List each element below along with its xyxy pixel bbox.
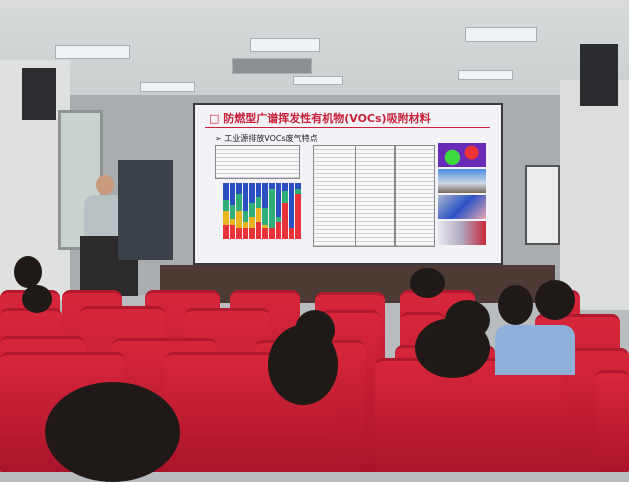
slide-table: [355, 145, 395, 247]
bar-segment: [269, 227, 275, 239]
audience-head: [410, 268, 445, 298]
bar-segment: [229, 219, 236, 225]
slide-table: [215, 145, 300, 179]
bar-segment: [282, 202, 288, 240]
bar-segment: [223, 225, 229, 239]
bar-segment: [262, 225, 269, 228]
bar-segment: [249, 183, 255, 203]
slide-photo: [438, 169, 486, 193]
cabinet: [118, 160, 173, 260]
bar-segment: [249, 227, 255, 239]
title-divider: [205, 127, 490, 128]
ceiling-light: [465, 27, 537, 42]
bar-segment: [275, 222, 282, 239]
audience-head: [268, 325, 338, 405]
slide-subtitle: ➢ 工业源排放VOCs废气特点: [215, 134, 318, 143]
audience-shirt: [495, 325, 575, 375]
bar-segment: [236, 227, 242, 239]
slide-photo: [438, 143, 486, 167]
bar-segment: [223, 199, 229, 211]
ceiling-light: [250, 38, 320, 52]
slide-photo: [438, 195, 486, 219]
air-vent: [232, 58, 312, 74]
stacked-bar-chart: [223, 183, 301, 240]
bar-segment: [242, 183, 249, 211]
bar-segment: [255, 197, 262, 209]
bar-segment: [242, 222, 249, 228]
loudspeaker: [580, 44, 618, 106]
bar-segment: [255, 183, 262, 197]
right-wall: [560, 80, 629, 310]
audience-head: [498, 285, 533, 325]
audience-head: [415, 318, 490, 378]
audience-head: [22, 285, 52, 313]
bar-segment: [282, 183, 288, 192]
bar-segment: [282, 191, 288, 203]
loudspeaker: [22, 68, 56, 120]
notice-board: [525, 165, 560, 245]
bar-segment: [288, 183, 295, 228]
slide-table: [395, 145, 435, 247]
bar-segment: [249, 216, 255, 228]
bar-segment: [295, 188, 301, 195]
slide-title: □ 防燃型广谱挥发性有机物(VOCs)吸附材料: [209, 112, 431, 125]
bar-segment: [242, 227, 249, 239]
bar-segment: [242, 211, 249, 223]
chart-bar: [236, 183, 242, 239]
bar-segment: [269, 183, 275, 189]
chart-bar: [229, 183, 236, 239]
red-chair: [375, 358, 565, 472]
projection-screen: □ 防燃型广谱挥发性有机物(VOCs)吸附材料 ➢ 工业源排放VOCs废气特点: [193, 103, 503, 265]
bar-segment: [236, 194, 242, 211]
chart-bar: [282, 183, 288, 240]
bar-segment: [269, 188, 275, 228]
chart-bar: [295, 183, 301, 239]
chart-bar: [262, 183, 269, 239]
ceiling-light: [55, 45, 130, 59]
bar-segment: [275, 216, 282, 223]
bar-segment: [223, 183, 229, 200]
bar-segment: [223, 211, 229, 225]
bar-segment: [288, 227, 295, 239]
chart-bar: [223, 183, 229, 239]
ceiling: [0, 0, 629, 112]
ceiling-light: [140, 82, 195, 92]
bar-segment: [262, 208, 269, 225]
bar-segment: [295, 183, 301, 189]
bar-segment: [262, 183, 269, 209]
ceiling-light: [293, 76, 343, 85]
red-chair: [595, 370, 629, 472]
slide-photo: [438, 221, 486, 245]
ceiling-light: [458, 70, 513, 80]
bar-segment: [255, 222, 262, 239]
bar-segment: [236, 211, 242, 228]
chart-bar: [255, 183, 262, 239]
chart-bar: [275, 183, 282, 239]
chart-bar: [288, 183, 295, 239]
bar-segment: [249, 202, 255, 217]
chart-bar: [242, 183, 249, 239]
audience-head: [14, 256, 42, 288]
bar-segment: [275, 183, 282, 217]
audience-head: [45, 382, 180, 482]
bar-segment: [262, 227, 269, 239]
bar-segment: [295, 194, 301, 239]
speaker-head: [96, 175, 114, 195]
bar-segment: [229, 225, 236, 239]
chart-bar: [249, 183, 255, 239]
audience-head: [535, 280, 575, 320]
bar-segment: [229, 183, 236, 206]
bar-segment: [229, 205, 236, 220]
bar-segment: [236, 183, 242, 195]
bar-segment: [255, 208, 262, 223]
chart-bar: [269, 183, 275, 239]
